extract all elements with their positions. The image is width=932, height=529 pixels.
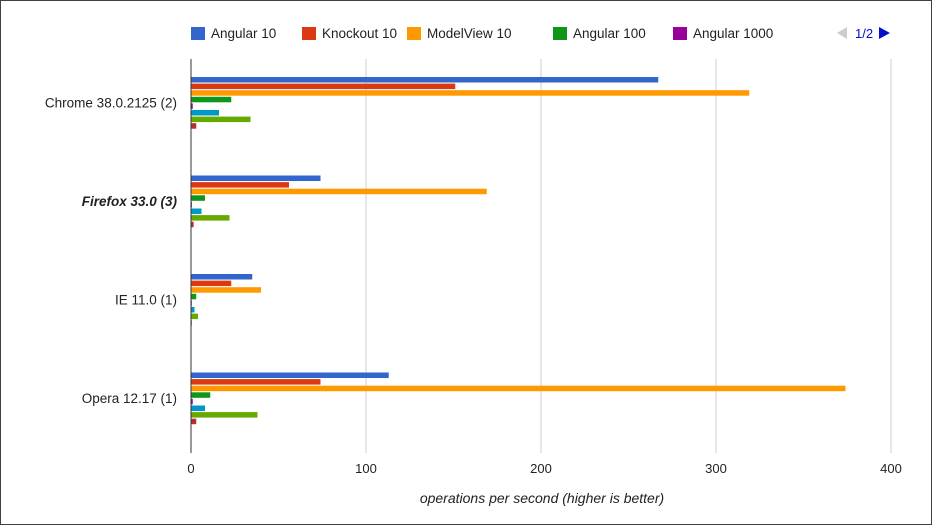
category-label: Chrome 38.0.2125 (2) — [45, 95, 177, 110]
legend-pager: 1/2 — [837, 26, 890, 41]
bar — [191, 372, 389, 378]
bar — [191, 293, 197, 300]
legend-prev-icon[interactable] — [837, 27, 847, 39]
legend-label: ModelView 10 — [427, 26, 512, 41]
x-tick-label: 100 — [355, 461, 377, 476]
legend-next-icon[interactable] — [879, 27, 890, 39]
legend-swatch — [302, 27, 316, 40]
bar — [191, 215, 230, 221]
legend: Angular 10 Knockout 10 ModelView 10 Angular… — [191, 26, 773, 41]
legend-page-indicator: 1/2 — [855, 26, 873, 41]
bar — [191, 313, 198, 320]
bar — [191, 405, 205, 411]
bar — [191, 287, 261, 293]
bar — [191, 208, 202, 214]
bar — [191, 398, 193, 405]
bar — [191, 103, 193, 109]
legend-label: Angular 1000 — [693, 26, 773, 41]
legend-swatch — [407, 27, 421, 40]
legend-swatch — [553, 27, 567, 40]
bar — [191, 385, 846, 392]
bar — [191, 96, 232, 103]
legend-swatch — [673, 27, 687, 40]
bar — [191, 392, 211, 398]
x-tick-label: 300 — [705, 461, 727, 476]
bar — [191, 83, 456, 90]
bar — [191, 418, 197, 425]
bar — [191, 280, 232, 287]
legend-label: Knockout 10 — [322, 26, 397, 41]
bar — [191, 175, 321, 181]
bar — [191, 116, 251, 123]
bar — [191, 412, 258, 418]
x-tick-label: 0 — [187, 461, 194, 476]
bar — [191, 188, 487, 195]
x-axis-title: operations per second (higher is better) — [420, 490, 664, 506]
x-tick-label: 200 — [530, 461, 552, 476]
bars — [191, 77, 846, 425]
bar — [191, 307, 195, 313]
bar — [191, 195, 205, 201]
x-tick-label: 400 — [880, 461, 902, 476]
bar — [191, 90, 750, 96]
bar — [191, 123, 197, 129]
legend-label: Angular 100 — [573, 26, 646, 41]
bar — [191, 110, 219, 116]
gridlines — [365, 59, 892, 453]
category-labels: Chrome 38.0.2125 (2) Firefox 33.0 (3) IE 1… — [45, 95, 178, 406]
bar — [191, 77, 659, 83]
bar — [191, 274, 253, 280]
x-tick-labels: 0 100 200 300 400 — [187, 461, 901, 476]
legend-swatch — [191, 27, 205, 40]
bar — [191, 221, 194, 228]
bar — [191, 379, 321, 385]
legend-label: Angular 10 — [211, 26, 276, 41]
bar — [191, 182, 289, 188]
category-label: Opera 12.17 (1) — [82, 391, 177, 406]
category-label: IE 11.0 (1) — [115, 292, 177, 307]
category-label: Firefox 33.0 (3) — [82, 194, 178, 209]
